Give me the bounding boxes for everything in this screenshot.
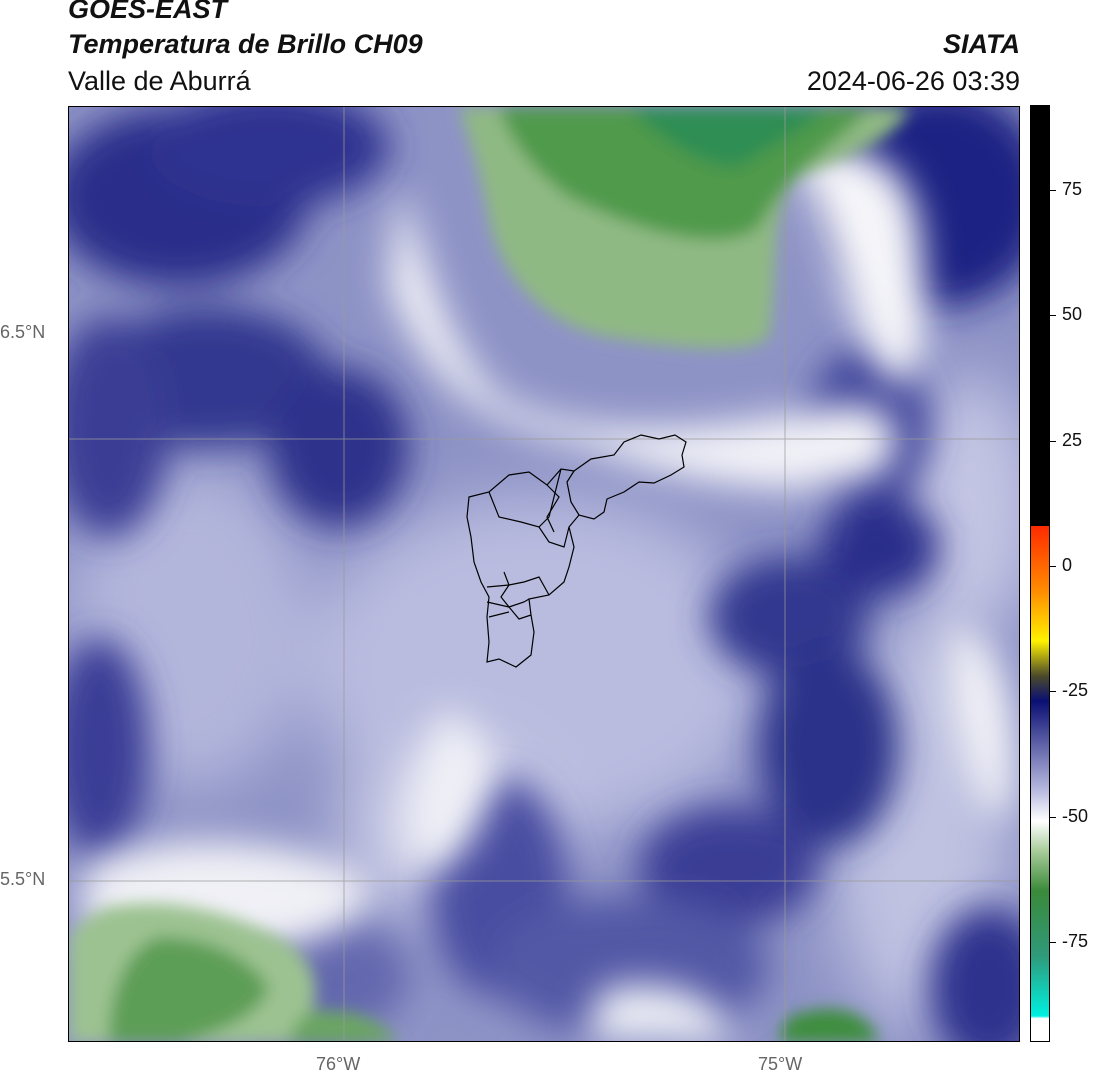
colorbar-tick-mark: [1050, 816, 1056, 818]
brightness-temperature-map: [69, 107, 1019, 1041]
colorbar-tick-mark: [1050, 565, 1056, 567]
colorbar-tick-label: 75: [1062, 179, 1083, 200]
map-panel: [68, 106, 1020, 1042]
map-gridlines: [69, 107, 1019, 1041]
region-label: Valle de Aburrá: [68, 66, 251, 96]
colorbar-tick-label: 0: [1062, 554, 1073, 575]
clear-sky-bands: [81, 145, 1012, 1041]
colorbar-tick-mark: [1050, 691, 1056, 693]
datetime-label: 2024-06-26 03:39: [806, 66, 1020, 96]
colorbar-tick-mark: [1050, 941, 1056, 943]
colorbar-tick-label: -50: [1062, 805, 1089, 826]
colorbar-tick-mark: [1050, 315, 1056, 317]
colorbar-tick-label: 25: [1062, 429, 1083, 450]
municipal-boundaries: [466, 434, 687, 668]
lon-label-76w: 76°W: [316, 1054, 361, 1074]
colorbar-tick-mark: [1050, 190, 1056, 192]
title-satellite: GOES-EAST: [68, 0, 228, 24]
colorbar-tick-label: 50: [1062, 304, 1083, 325]
colorbar-tick-mark: [1050, 440, 1056, 442]
colorbar: [1030, 105, 1050, 1042]
title-product: Temperatura de Brillo CH09: [68, 29, 423, 59]
colorbar-tick-label: -25: [1062, 680, 1089, 701]
organization-label: SIATA: [943, 29, 1020, 59]
warm-surface-green: [69, 107, 909, 1041]
colorbar-tick-label: -75: [1062, 930, 1089, 951]
lon-label-75w: 75°W: [758, 1054, 803, 1074]
lat-label-5-5: 5.5°N: [0, 869, 46, 889]
cloud-field-cold: [69, 107, 1019, 1041]
lat-label-6-5: 6.5°N: [0, 322, 46, 342]
